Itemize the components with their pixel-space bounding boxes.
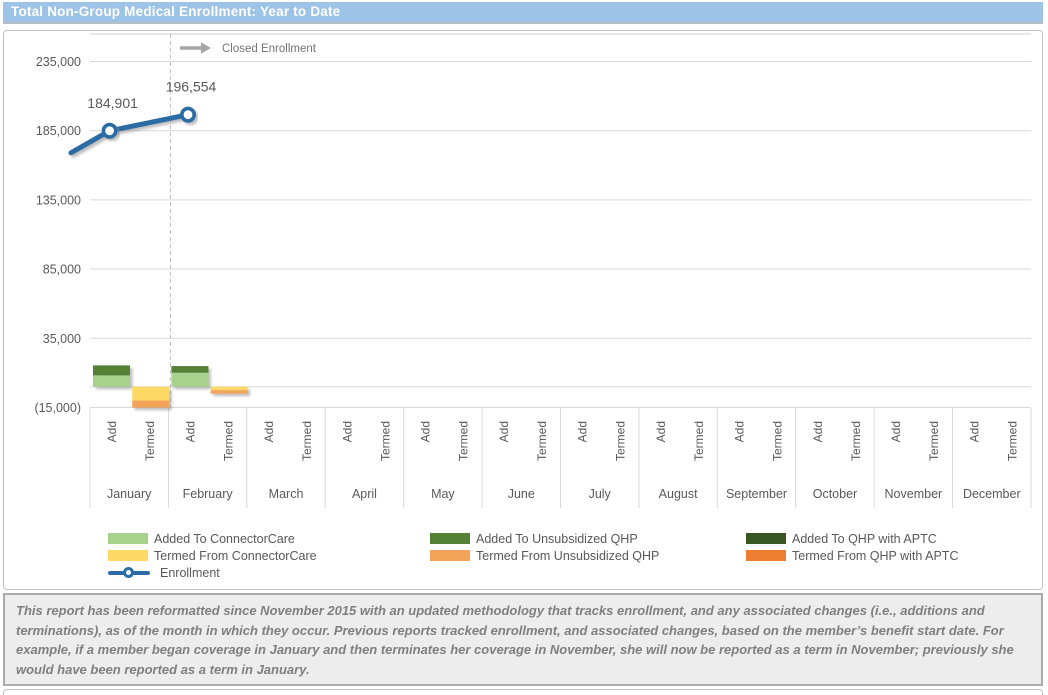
sublabel-termed: Termed [770, 421, 784, 461]
x-axis: Add Termed January Add Termed February Add Term… [89, 407, 1032, 508]
legend-item: Termed From QHP with APTC [746, 547, 958, 564]
next-section-edge [3, 689, 1043, 695]
legend-label: Added To ConnectorCare [154, 531, 295, 546]
month-label: August [659, 487, 698, 501]
sublabel-add: Add [968, 421, 982, 442]
enrollment-marker [101, 122, 118, 139]
sublabel-add: Add [497, 421, 511, 442]
bar-segment [93, 365, 130, 376]
sublabel-add: Add [105, 421, 119, 442]
sublabel-termed: Termed [849, 421, 863, 461]
legend-item: Added To Unsubsidized QHP [430, 530, 659, 547]
sublabel-termed: Termed [927, 421, 941, 461]
legend-label: Added To Unsubsidized QHP [476, 531, 638, 546]
sublabel-termed: Termed [614, 421, 628, 461]
enrollment-chart: (15,000) 35,000 85,000 135,000 185,000 235,00… [34, 33, 1032, 508]
y-tick-label: 35,000 [43, 332, 81, 346]
month-label: September [726, 487, 787, 501]
report-title: Total Non-Group Medical Enrollment: Year… [11, 4, 341, 19]
sublabel-add: Add [889, 421, 903, 442]
bar-segment [171, 366, 209, 373]
sublabel-termed: Termed [378, 421, 392, 461]
y-tick-label: 235,000 [36, 55, 81, 69]
enrollment-line-series: 184,901 196,554 [68, 79, 217, 156]
month-label: July [589, 487, 612, 501]
sublabel-add: Add [262, 421, 276, 442]
sublabel-termed: Termed [457, 421, 471, 461]
sublabel-add: Add [419, 421, 433, 442]
sublabel-termed: Termed [300, 421, 314, 461]
legend-swatch [430, 533, 470, 544]
sublabel-add: Add [576, 421, 590, 442]
bar-segment [171, 372, 209, 387]
month-label: December [963, 487, 1021, 501]
enrollment-marker [180, 106, 197, 123]
legend-swatch [108, 550, 148, 561]
sublabel-add: Add [654, 421, 668, 442]
legend-label: Added To QHP with APTC [792, 531, 937, 546]
arrow-icon [201, 42, 211, 54]
closed-enrollment-label: Closed Enrollment [222, 43, 317, 55]
bar-segment [132, 400, 170, 408]
bar-series [93, 365, 248, 408]
legend-swatch [108, 533, 148, 544]
legend-item: Added To ConnectorCare [108, 530, 317, 547]
month-label: May [431, 487, 455, 501]
footnote-panel: This report has been reformatted since N… [3, 593, 1043, 686]
chart-panel: (15,000) 35,000 85,000 135,000 185,000 235,00… [3, 30, 1043, 590]
legend-swatch [746, 550, 786, 561]
sublabel-termed: Termed [221, 421, 235, 461]
sublabel-add: Add [811, 421, 825, 442]
closed-enrollment-annotation: Closed Enrollment [180, 42, 317, 55]
month-label: January [107, 487, 152, 501]
bar-segment [210, 386, 248, 391]
sublabel-termed: Termed [143, 421, 157, 461]
sublabel-add: Add [340, 421, 354, 442]
sublabel-termed: Termed [1006, 421, 1020, 461]
gridlines [90, 33, 1031, 408]
month-label: October [813, 487, 857, 501]
bar-segment [132, 386, 170, 401]
sublabel-termed: Termed [535, 421, 549, 461]
legend-item: Added To QHP with APTC [746, 530, 958, 547]
sublabel-termed: Termed [692, 421, 706, 461]
month-label: June [508, 487, 535, 501]
y-tick-label: 185,000 [36, 124, 81, 138]
legend-swatch [746, 533, 786, 544]
enrollment-data-label: 196,554 [166, 79, 217, 95]
legend-column: Added To ConnectorCare Termed From Connec… [108, 530, 317, 581]
month-label: March [269, 487, 304, 501]
bar-segment [93, 375, 130, 387]
footnote-text: This report has been reformatted since N… [16, 603, 1014, 677]
legend-column: Added To QHP with APTC Termed From QHP wi… [746, 530, 958, 564]
month-label: November [885, 487, 943, 501]
legend-label: Termed From Unsubsidized QHP [476, 548, 660, 563]
y-tick-label: 85,000 [43, 263, 81, 277]
legend-label: Termed From ConnectorCare [154, 548, 317, 563]
month-label: February [183, 487, 234, 501]
sublabel-add: Add [183, 421, 197, 442]
legend-swatch [430, 550, 470, 561]
legend-item: Enrollment [108, 564, 317, 581]
legend-item: Termed From Unsubsidized QHP [430, 547, 659, 564]
legend-column: Added To Unsubsidized QHP Termed From Uns… [430, 530, 659, 564]
y-tick-label: 135,000 [36, 193, 81, 207]
report-header: Total Non-Group Medical Enrollment: Year… [3, 2, 1043, 24]
legend-label: Enrollment [160, 565, 220, 580]
enrollment-data-label: 184,901 [87, 95, 138, 111]
month-label: April [352, 487, 377, 501]
bar-segment [210, 390, 248, 394]
legend-label: Termed From QHP with APTC [792, 548, 959, 563]
sublabel-add: Add [732, 421, 746, 442]
y-tick-label: (15,000) [34, 401, 81, 415]
line-swatch-marker [123, 567, 134, 578]
legend-item: Termed From ConnectorCare [108, 547, 317, 564]
y-axis-tick-labels: (15,000) 35,000 85,000 135,000 185,000 235,00… [34, 55, 81, 415]
enrollment-line-swatch [108, 566, 154, 579]
